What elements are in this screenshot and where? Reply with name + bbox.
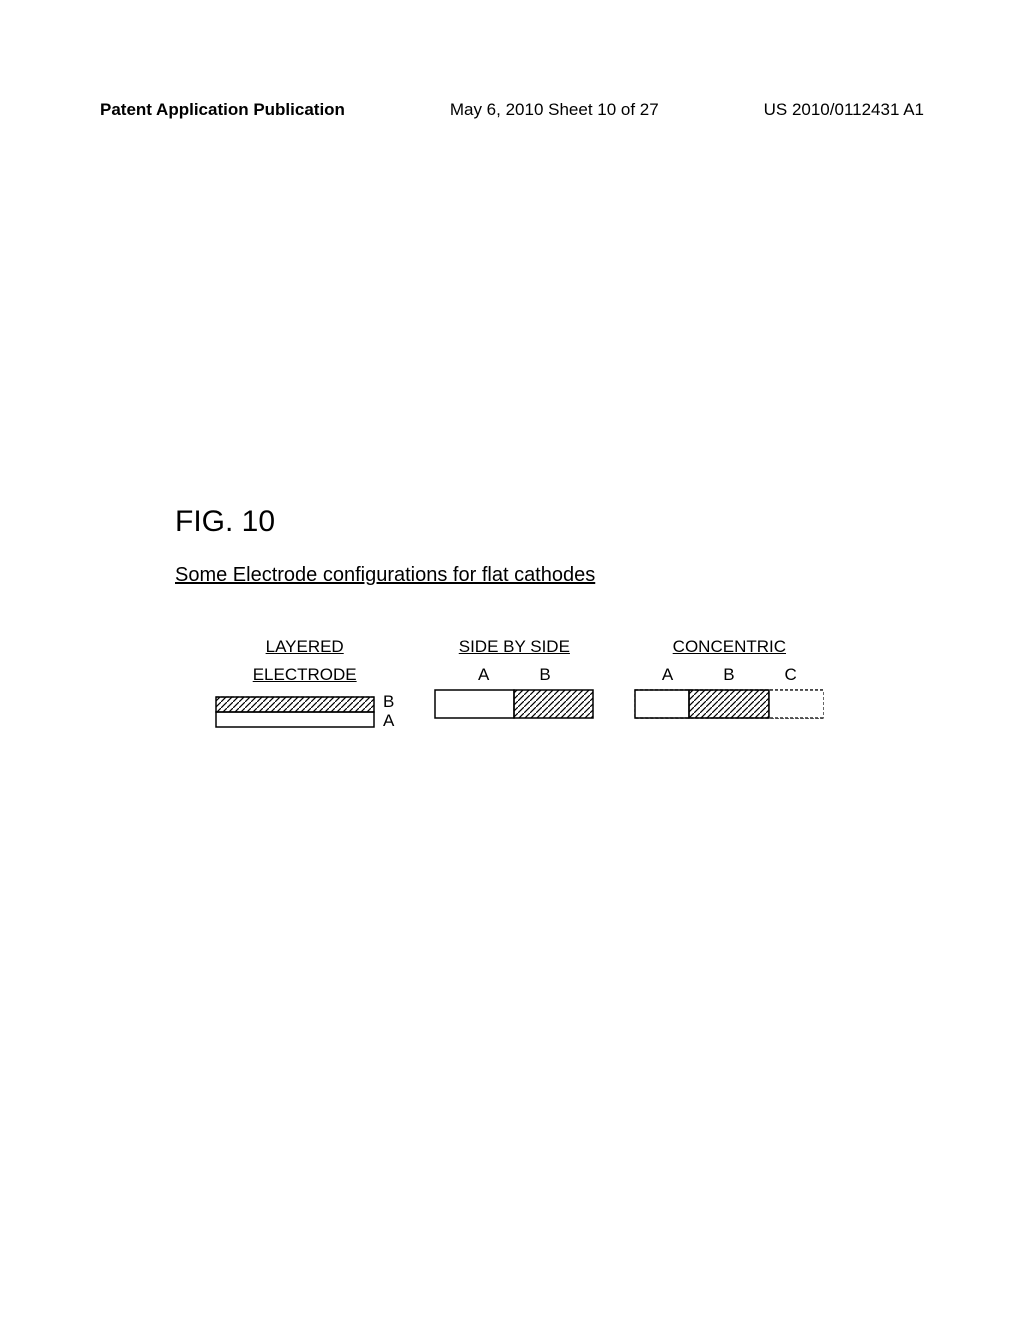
concentric-label-a: A (662, 665, 673, 685)
layered-header: LAYERED (266, 637, 344, 657)
figure-title: FIG. 10 (175, 505, 924, 539)
concentric-column: CONCENTRIC A B C (634, 637, 824, 719)
concentric-diagram (634, 689, 824, 719)
layered-subheader: ELECTRODE (253, 665, 357, 685)
header-publication: Patent Application Publication (100, 100, 345, 120)
concentric-label-c: C (785, 665, 797, 685)
header-date-sheet: May 6, 2010 Sheet 10 of 27 (450, 100, 659, 120)
sidebyside-diagram (434, 689, 594, 719)
sidebyside-column: SIDE BY SIDE A B (434, 637, 594, 719)
concentric-header: CONCENTRIC (673, 637, 786, 657)
page-header: Patent Application Publication May 6, 20… (0, 100, 1024, 120)
concentric-label-b: B (723, 665, 734, 685)
sidebyside-label-b: B (539, 665, 550, 685)
diagram-row: LAYERED ELECTRODE B (215, 637, 924, 730)
layered-label-a: A (383, 712, 394, 731)
figure-subtitle: Some Electrode configurations for flat c… (175, 564, 924, 587)
layered-labels: B A (383, 693, 394, 730)
layered-diagram (215, 696, 375, 728)
header-patent-number: US 2010/0112431 A1 (764, 100, 924, 120)
layered-label-b: B (383, 693, 394, 712)
figure-content: FIG. 10 Some Electrode configurations fo… (175, 505, 924, 730)
sidebyside-labels: A B (478, 665, 551, 685)
concentric-labels: A B C (662, 665, 797, 685)
sidebyside-header: SIDE BY SIDE (459, 637, 570, 657)
sidebyside-label-a: A (478, 665, 489, 685)
layered-column: LAYERED ELECTRODE B (215, 637, 394, 730)
layered-diagram-wrap: B A (215, 693, 394, 730)
